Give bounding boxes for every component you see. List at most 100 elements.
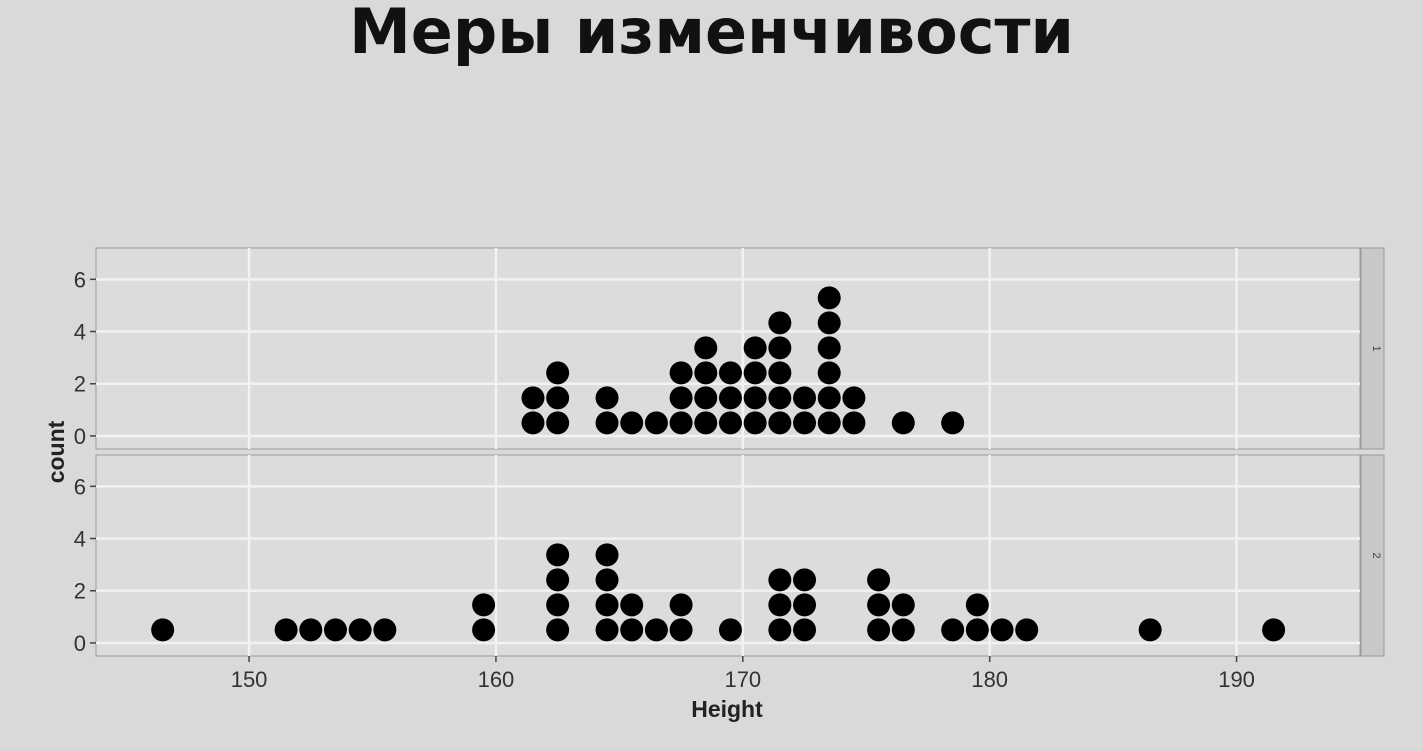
y-tick-label: 4	[74, 320, 86, 345]
dot	[595, 543, 619, 567]
dot	[768, 386, 792, 410]
dot	[768, 336, 792, 360]
dot	[595, 411, 619, 435]
y-tick-label: 0	[74, 631, 86, 656]
dot	[1262, 618, 1286, 642]
dot	[521, 386, 545, 410]
dot	[1138, 618, 1162, 642]
dot	[941, 618, 965, 642]
dot	[768, 311, 792, 335]
dot	[274, 618, 298, 642]
facet-strip	[1360, 454, 1385, 657]
dot	[768, 411, 792, 435]
dot	[743, 336, 767, 360]
dot	[793, 386, 817, 410]
facet-strip-label: 1	[1370, 345, 1382, 351]
dot	[595, 386, 619, 410]
dot	[546, 543, 570, 567]
dot	[965, 618, 989, 642]
dot	[348, 618, 372, 642]
dot	[546, 568, 570, 592]
dot	[965, 593, 989, 617]
dot	[644, 411, 668, 435]
y-tick-label: 6	[74, 474, 86, 499]
dot	[867, 568, 891, 592]
dot	[718, 618, 742, 642]
dot	[718, 411, 742, 435]
x-tick-label: 180	[971, 667, 1008, 692]
facet-strip-label: 2	[1370, 552, 1382, 558]
y-tick-label: 4	[74, 527, 86, 552]
dot	[768, 618, 792, 642]
dot	[817, 361, 841, 385]
facet-panel-2: 0 2 4 6 2	[74, 454, 1385, 657]
dot	[941, 411, 965, 435]
dot	[521, 411, 545, 435]
dot	[546, 386, 570, 410]
dot	[842, 411, 866, 435]
dot	[546, 593, 570, 617]
x-tick-label: 170	[724, 667, 761, 692]
dot	[546, 618, 570, 642]
dot	[793, 593, 817, 617]
dot	[694, 386, 718, 410]
dot	[373, 618, 397, 642]
y-tick-label: 0	[74, 424, 86, 449]
dot	[595, 568, 619, 592]
dot	[1015, 618, 1039, 642]
y-tick-label: 2	[74, 579, 86, 604]
x-tick-label: 190	[1218, 667, 1255, 692]
dot	[768, 361, 792, 385]
x-tick-label: 150	[231, 667, 268, 692]
dot	[694, 411, 718, 435]
dot	[546, 411, 570, 435]
dot	[891, 411, 915, 435]
dot	[669, 593, 693, 617]
dot	[620, 593, 644, 617]
dot	[669, 618, 693, 642]
dot	[842, 386, 866, 410]
slide-title: Меры изменчивости	[349, 0, 1074, 68]
dot	[817, 311, 841, 335]
dot	[891, 618, 915, 642]
dot	[793, 618, 817, 642]
dot	[867, 618, 891, 642]
dot	[669, 361, 693, 385]
y-tick-label: 6	[74, 267, 86, 292]
dot	[472, 618, 496, 642]
dot	[743, 386, 767, 410]
dot	[793, 411, 817, 435]
dot	[990, 618, 1014, 642]
dot	[669, 411, 693, 435]
y-axis-label: count	[43, 420, 69, 483]
facet-panels: 0 2 4 6 1 0 2 4 6 2	[74, 247, 1385, 657]
dot	[620, 618, 644, 642]
dot	[595, 618, 619, 642]
dot	[817, 386, 841, 410]
y-tick-label: 2	[74, 372, 86, 397]
dot	[620, 411, 644, 435]
facet-panel-1: 0 2 4 6 1	[74, 247, 1385, 450]
dot	[743, 361, 767, 385]
x-axis-label: Height	[691, 696, 763, 722]
dot	[817, 411, 841, 435]
dot	[595, 593, 619, 617]
facet-strip	[1360, 247, 1385, 450]
dot	[817, 336, 841, 360]
dot	[299, 618, 323, 642]
x-tick-label: 160	[478, 667, 515, 692]
dot	[891, 593, 915, 617]
dot	[793, 568, 817, 592]
dot	[718, 361, 742, 385]
x-axis: 150 160 170 180 190	[231, 656, 1255, 692]
dot	[817, 286, 841, 310]
dot	[323, 618, 347, 642]
dot	[718, 386, 742, 410]
dot	[644, 618, 668, 642]
dot	[743, 411, 767, 435]
dot	[768, 593, 792, 617]
dot	[669, 386, 693, 410]
dot	[867, 593, 891, 617]
dot	[768, 568, 792, 592]
